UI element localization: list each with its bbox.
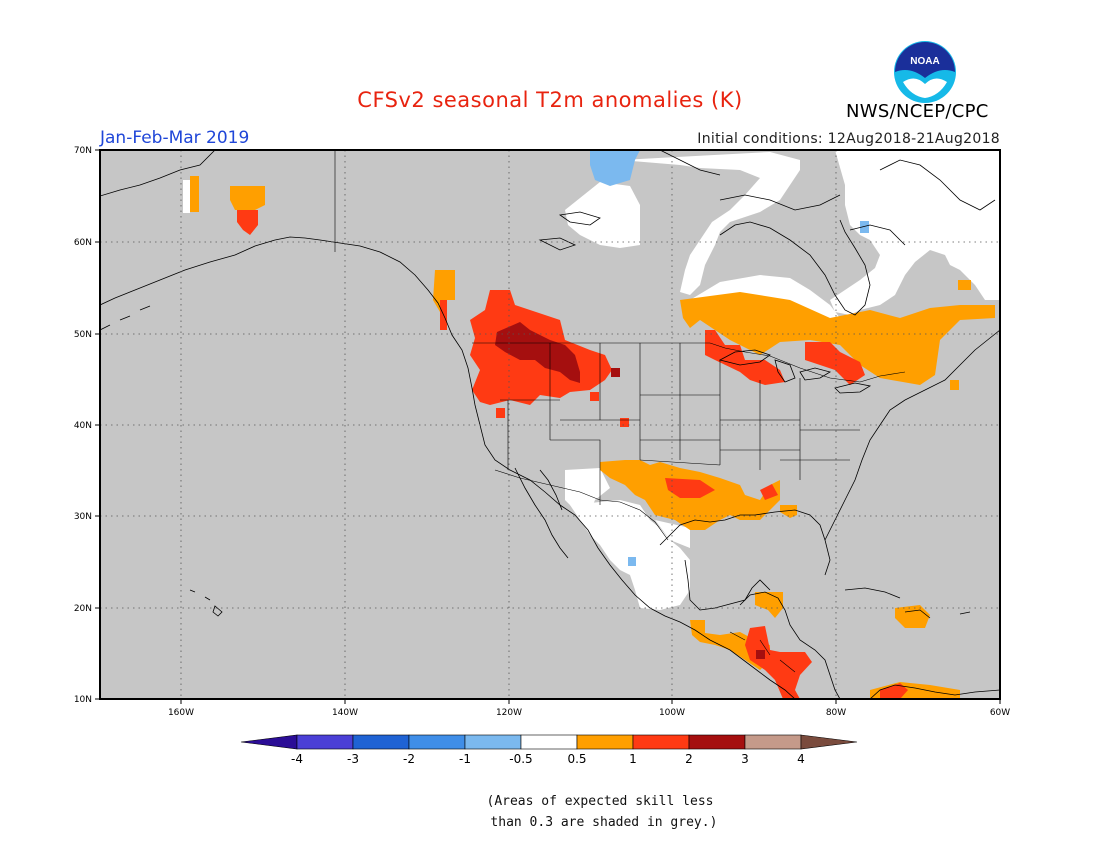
colorbar-segment (520, 734, 578, 750)
lon-label: 100W (659, 708, 685, 718)
forecast-period: Jan-Feb-Mar 2019 (100, 128, 250, 148)
below-normal-areas (590, 150, 869, 566)
colorbar-arrow-high (800, 734, 858, 750)
colorbar-tick-label: 4 (797, 752, 805, 766)
axis-ticks (95, 149, 1001, 704)
colorbar-tick-label: 3 (741, 752, 749, 766)
colorbar-segment (464, 734, 522, 750)
colorbar-segment (744, 734, 802, 750)
lat-label: 40N (74, 421, 92, 431)
colorbar-segment (352, 734, 410, 750)
longitude-labels: 160W 140W 120W 100W 80W 60W (168, 708, 1010, 718)
colorbar-tick-label: 0.5 (567, 752, 586, 766)
colorbar-tick-label: -2 (403, 752, 415, 766)
lat-label: 30N (74, 512, 92, 522)
graticule (100, 150, 1000, 699)
lon-label: 60W (990, 708, 1010, 718)
lon-label: 120W (496, 708, 522, 718)
lat-label: 50N (74, 330, 92, 340)
lat-label: 60N (74, 238, 92, 248)
chart-title: CFSv2 seasonal T2m anomalies (K) (357, 88, 743, 112)
agency-label: NWS/NCEP/CPC (846, 101, 989, 122)
colorbar-segment (688, 734, 746, 750)
colorbar-segment (632, 734, 690, 750)
colorbar-tick-label: 2 (685, 752, 693, 766)
logo-text: NOAA (910, 56, 939, 67)
colorbar-segment (576, 734, 634, 750)
borders (334, 150, 906, 673)
coastlines (100, 150, 1000, 699)
lon-label: 80W (826, 708, 846, 718)
colorbar-segment (296, 734, 354, 750)
colorbar-arrow-low (240, 734, 298, 750)
colorbar-segment (408, 734, 466, 750)
lon-label: 140W (332, 708, 358, 718)
lon-label: 160W (168, 708, 194, 718)
colorbar-tick-label: -4 (291, 752, 303, 766)
colorbar-tick-label: -1 (459, 752, 471, 766)
colorbar: -4 -3 -2 -1 -0.5 0.5 1 2 3 4 (240, 734, 858, 766)
colorbar-tick-label: -0.5 (509, 752, 532, 766)
noaa-logo: NOAA (894, 41, 956, 103)
lat-label: 70N (74, 146, 92, 156)
colorbar-tick-label: 1 (629, 752, 637, 766)
colorbar-tick-label: -3 (347, 752, 359, 766)
lat-label: 20N (74, 604, 92, 614)
very-strong-above-normal-areas (495, 322, 765, 659)
initial-conditions: Initial conditions: 12Aug2018-21Aug2018 (697, 131, 1000, 147)
latitude-labels: 70N 60N 50N 40N 30N 20N 10N (74, 146, 92, 705)
skill-note: (Areas of expected skill less than 0.3 a… (486, 794, 718, 830)
near-normal-areas (183, 150, 1000, 610)
lat-label: 10N (74, 695, 92, 705)
